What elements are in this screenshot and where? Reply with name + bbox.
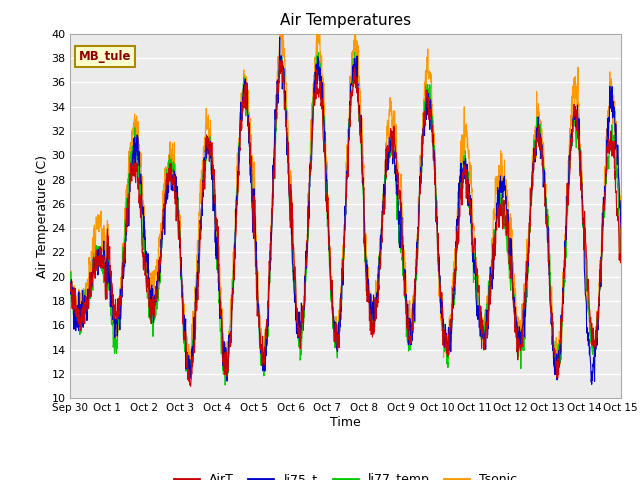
Legend: AirT, li75_t, li77_temp, Tsonic: AirT, li75_t, li77_temp, Tsonic xyxy=(168,468,523,480)
Text: MB_tule: MB_tule xyxy=(79,50,131,63)
X-axis label: Time: Time xyxy=(330,416,361,429)
Title: Air Temperatures: Air Temperatures xyxy=(280,13,411,28)
Y-axis label: Air Temperature (C): Air Temperature (C) xyxy=(35,155,49,277)
